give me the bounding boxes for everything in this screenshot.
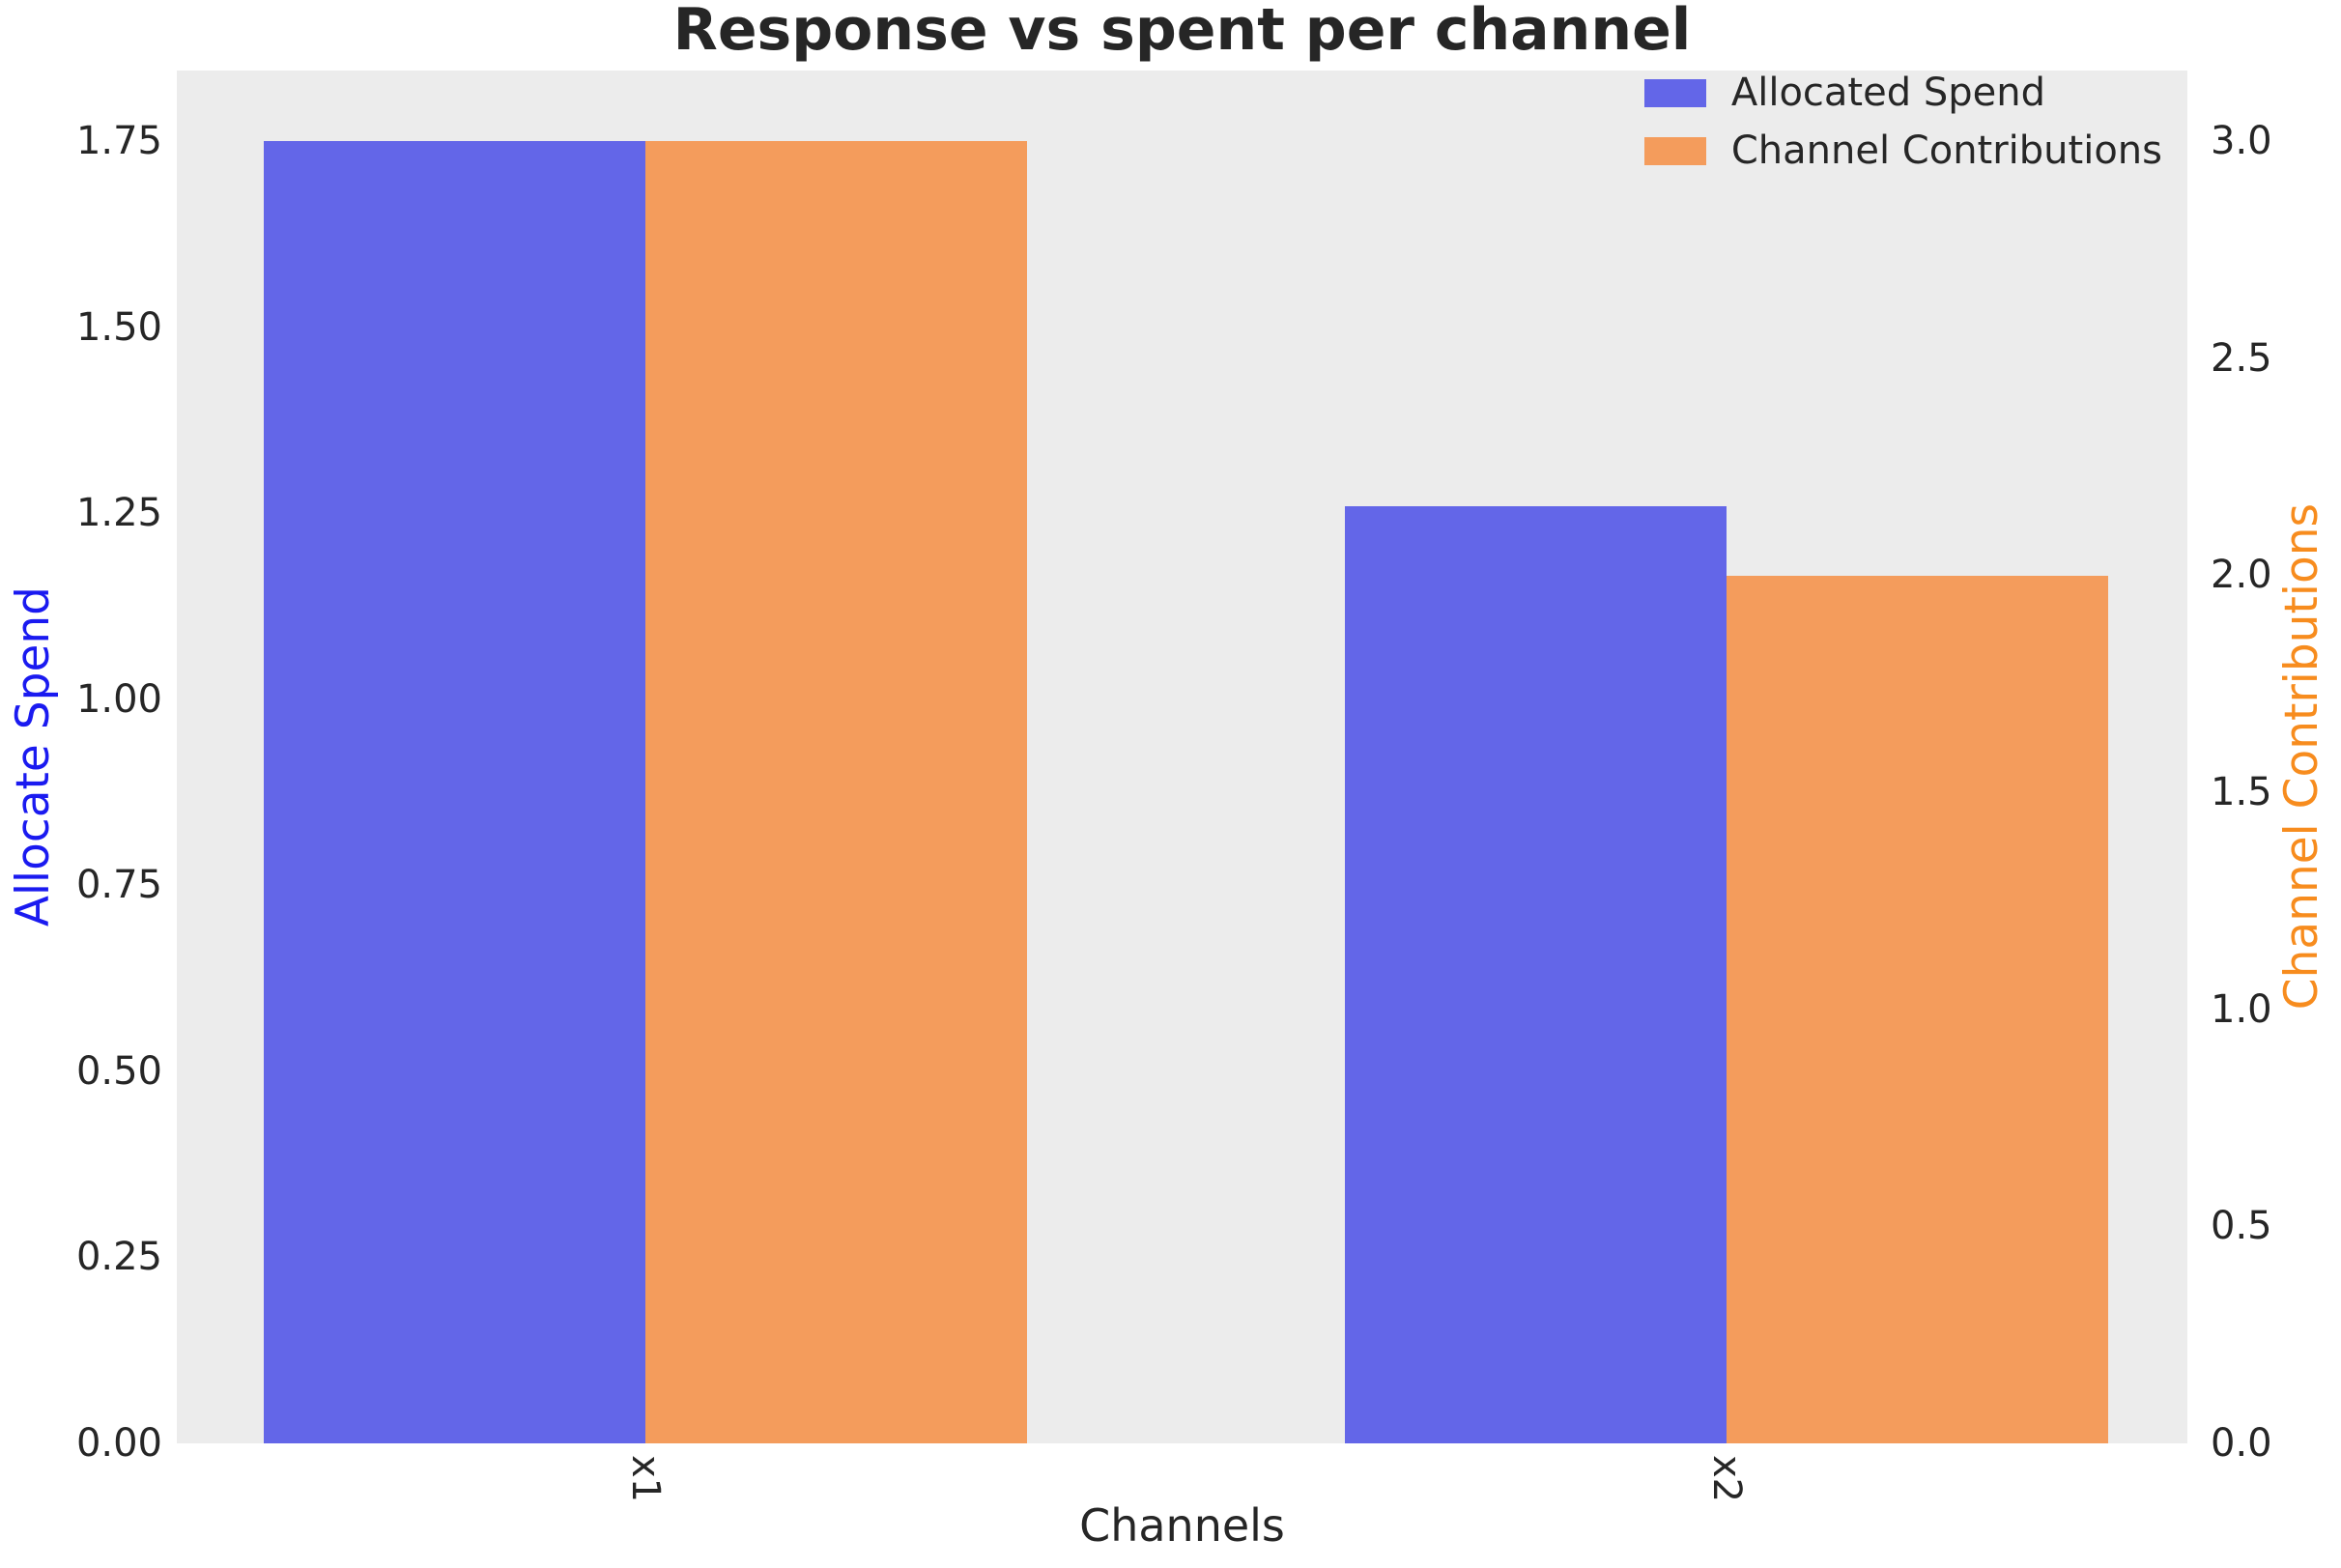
y-tick: 0.25: [75, 1235, 162, 1280]
y-axis-label-right: Channel Contributions: [2274, 503, 2328, 1011]
legend-item: Allocated Spend: [1643, 71, 2162, 115]
plot-area: Allocated Spend Channel Contributions: [177, 71, 2187, 1443]
x-tick-x1: x1: [623, 1455, 669, 1503]
x-axis-ticks: x1 x2: [177, 1455, 2187, 1552]
y-tick: 1.5: [2211, 770, 2272, 815]
y-tick: 0.00: [75, 1421, 162, 1466]
y-tick: 2.5: [2211, 335, 2272, 381]
x-tick-x2: x2: [1703, 1455, 1749, 1503]
legend-swatch: [1643, 78, 1706, 107]
y-tick: 0.5: [2211, 1204, 2272, 1249]
legend: Allocated Spend Channel Contributions: [1643, 71, 2162, 173]
legend-swatch: [1643, 136, 1706, 165]
y-tick: 1.0: [2211, 986, 2272, 1032]
y-axis-right-label-wrap: Channel Contributions: [2272, 71, 2330, 1443]
y-axis-label-left: Allocate Spend: [6, 586, 60, 927]
y-tick: 0.50: [75, 1048, 162, 1094]
legend-label: Channel Contributions: [1730, 128, 2162, 173]
y-tick: 1.00: [75, 676, 162, 722]
y-tick: 0.75: [75, 863, 162, 908]
x-axis-label: Channels: [1079, 1499, 1285, 1552]
y-axis-right-ticks: 0.0 0.5 1.0 1.5 2.0 2.5 3.0: [2211, 71, 2341, 1466]
bar-allocated-spend-x1: [264, 141, 646, 1443]
y-tick: 2.0: [2211, 553, 2272, 598]
bar-allocated-spend-x2: [1344, 505, 1727, 1443]
y-tick: 1.25: [75, 491, 162, 536]
y-tick: 3.0: [2211, 119, 2272, 164]
chart-title: Response vs spent per channel: [672, 0, 1692, 64]
y-tick: 1.75: [75, 119, 162, 164]
y-tick: 1.50: [75, 304, 162, 350]
y-tick: 0.0: [2211, 1421, 2272, 1466]
y-axis-left-label-wrap: Allocate Spend: [4, 71, 62, 1443]
legend-label: Allocated Spend: [1730, 71, 2045, 115]
bar-channel-contributions-x2: [1726, 575, 2108, 1443]
y-axis-left-ticks: 0.00 0.25 0.50 0.75 1.00 1.25 1.50 1.75: [0, 71, 162, 1466]
legend-item: Channel Contributions: [1643, 128, 2162, 173]
bar-channel-contributions-x1: [645, 141, 1028, 1443]
